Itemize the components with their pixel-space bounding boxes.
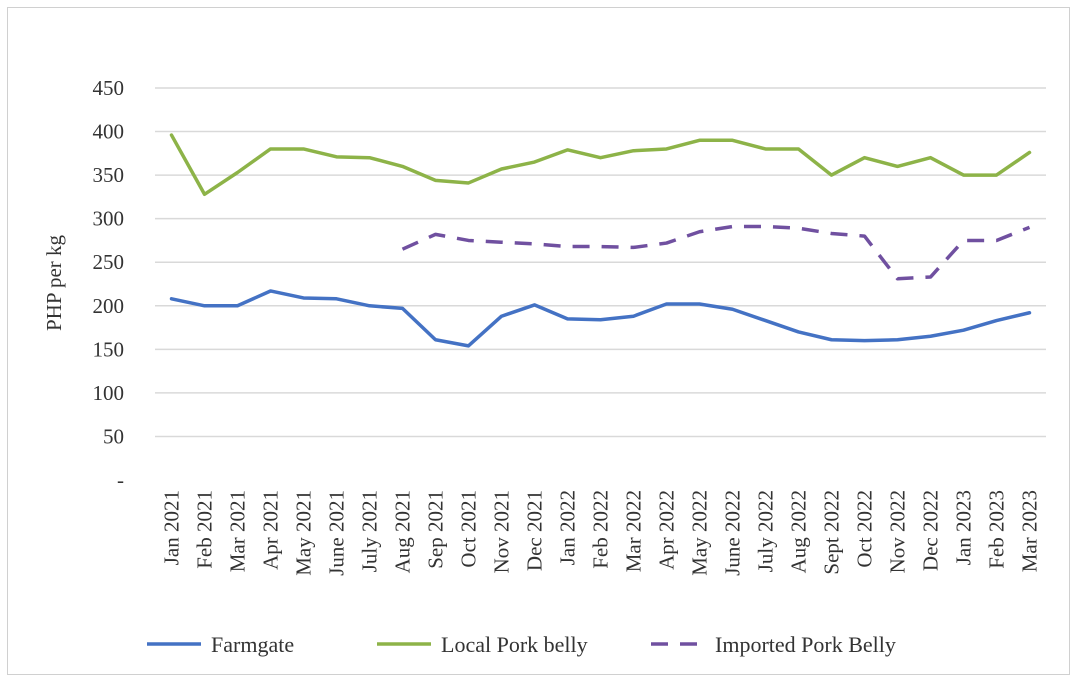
x-tick-label: Oct 2022 xyxy=(853,490,877,568)
x-tick-label: Sept 2022 xyxy=(820,490,844,575)
y-tick-label: 250 xyxy=(93,250,125,274)
y-tick-label: 100 xyxy=(93,381,125,405)
x-tick-label: Aug 2022 xyxy=(787,490,811,573)
series-lines xyxy=(169,133,1032,348)
legend: Farmgate Local Pork belly Imported Pork Be… xyxy=(147,632,896,657)
y-tick-label: 50 xyxy=(103,424,124,448)
gridlines xyxy=(155,87,1046,438)
legend-label: Farmgate xyxy=(211,632,294,657)
y-tick-label: 300 xyxy=(93,207,125,231)
x-tick-label: June 2022 xyxy=(721,490,745,576)
series-line-1 xyxy=(169,289,1032,348)
series-line-3 xyxy=(401,224,1031,281)
y-tick-label: 450 xyxy=(93,76,125,100)
x-tick-label: Mar 2022 xyxy=(622,490,646,572)
x-axis-ticks: Jan 2021 Feb 2021 Mar 2021 Apr 2021 May 2021… xyxy=(160,490,1042,576)
series-line-2 xyxy=(169,133,1032,197)
x-tick-label: Dec 2021 xyxy=(523,490,547,571)
x-tick-label: Nov 2021 xyxy=(490,490,514,573)
x-tick-label: Jan 2022 xyxy=(556,490,580,565)
x-tick-label: Apr 2021 xyxy=(259,490,283,570)
x-tick-label: Mar 2021 xyxy=(226,490,250,572)
x-tick-label: Aug 2021 xyxy=(391,490,415,573)
x-tick-label: Feb 2021 xyxy=(193,490,217,569)
x-tick-label: Apr 2022 xyxy=(655,490,679,570)
x-tick-label: July 2022 xyxy=(754,490,778,572)
y-tick-label: 400 xyxy=(93,120,125,144)
x-tick-label: Dec 2022 xyxy=(919,490,943,571)
x-tick-label: May 2022 xyxy=(688,490,712,576)
y-axis-title: PHP per kg xyxy=(42,234,66,331)
y-tick-label: - xyxy=(117,468,124,492)
x-tick-label: Sep 2021 xyxy=(424,490,448,569)
x-tick-label: Jan 2021 xyxy=(160,490,184,565)
x-tick-label: July 2021 xyxy=(358,490,382,572)
y-tick-label: 200 xyxy=(93,294,125,318)
x-tick-label: Jan 2023 xyxy=(952,490,976,565)
legend-label: Local Pork belly xyxy=(441,632,588,657)
y-tick-label: 150 xyxy=(93,337,125,361)
x-tick-label: May 2021 xyxy=(292,490,316,576)
x-tick-label: Feb 2022 xyxy=(589,490,613,569)
y-tick-label: 350 xyxy=(93,163,125,187)
x-tick-label: Nov 2022 xyxy=(886,490,910,573)
x-tick-label: June 2021 xyxy=(325,490,349,576)
x-tick-label: Feb 2023 xyxy=(985,490,1009,569)
y-axis-ticks: - 50 100 150 200 250 300 350 400 450 xyxy=(93,76,125,492)
x-tick-label: Oct 2021 xyxy=(457,490,481,568)
x-tick-label: Mar 2023 xyxy=(1018,490,1042,572)
legend-label: Imported Pork Belly xyxy=(715,632,896,657)
